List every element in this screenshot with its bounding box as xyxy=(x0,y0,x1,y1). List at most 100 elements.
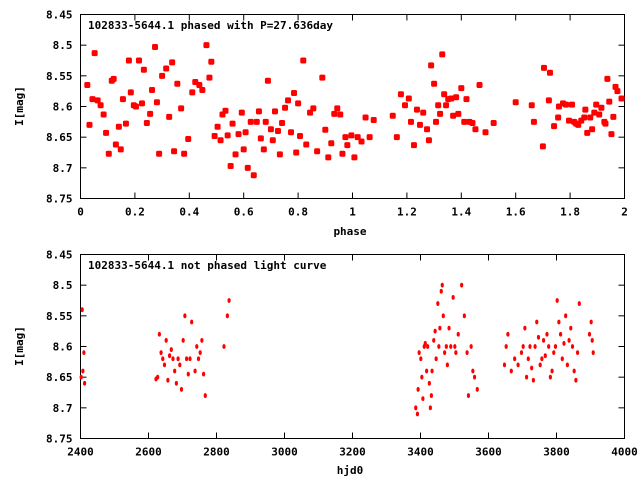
data-point xyxy=(587,114,594,121)
data-point xyxy=(591,350,595,356)
data-point xyxy=(482,129,489,136)
data-point xyxy=(434,356,438,362)
data-point xyxy=(174,80,181,87)
data-point xyxy=(602,120,609,127)
data-point xyxy=(196,82,203,89)
data-point xyxy=(417,350,421,356)
data-point xyxy=(536,334,541,340)
data-point xyxy=(163,65,170,72)
data-point xyxy=(428,405,432,411)
chart-title: 102833-5644.1 phased with P=27.636day xyxy=(88,19,333,32)
data-point xyxy=(166,113,173,120)
data-point xyxy=(227,298,231,303)
data-point xyxy=(589,126,596,133)
y-tick-label: 8.55 xyxy=(46,310,73,323)
data-point xyxy=(167,353,172,359)
data-point xyxy=(581,114,588,121)
data-point xyxy=(546,69,553,76)
y-axis-title: I[mag] xyxy=(13,326,26,366)
data-point xyxy=(577,301,581,306)
data-point xyxy=(203,42,210,49)
data-point xyxy=(322,126,329,133)
data-point xyxy=(354,134,361,141)
data-point xyxy=(523,325,527,331)
data-point xyxy=(414,405,418,411)
data-point xyxy=(181,337,185,343)
data-point xyxy=(193,368,197,374)
data-point xyxy=(548,374,552,380)
data-point xyxy=(572,368,576,374)
data-point xyxy=(389,112,396,119)
data-point xyxy=(524,374,529,380)
plot-frame xyxy=(80,254,625,439)
data-point xyxy=(185,136,192,143)
data-point xyxy=(405,95,412,102)
unphased-light-curve-panel: 102833-5644.1 not phased light curve hjd… xyxy=(13,249,638,478)
data-point xyxy=(225,313,229,319)
data-point xyxy=(229,120,236,127)
data-point xyxy=(235,131,242,138)
data-point xyxy=(582,106,589,113)
x-tick-label: 2 xyxy=(621,206,628,219)
data-point xyxy=(147,110,154,117)
data-point xyxy=(447,325,451,331)
data-point xyxy=(606,98,613,105)
data-point xyxy=(574,377,578,383)
data-point xyxy=(348,132,355,139)
data-point xyxy=(463,96,470,103)
data-point xyxy=(325,154,332,161)
data-point xyxy=(208,58,215,65)
y-tick-label: 8.6 xyxy=(53,101,73,114)
data-point xyxy=(189,89,196,96)
data-point xyxy=(591,109,598,116)
x-tick-label: 3800 xyxy=(543,446,570,459)
data-point xyxy=(157,331,161,337)
data-point xyxy=(509,368,513,374)
data-point xyxy=(125,57,132,64)
data-point xyxy=(169,347,173,352)
data-point xyxy=(344,142,351,149)
data-point xyxy=(449,344,453,349)
data-point xyxy=(555,114,562,121)
data-point xyxy=(596,111,603,118)
data-point xyxy=(171,148,178,155)
data-point xyxy=(331,110,338,117)
data-point xyxy=(435,102,442,109)
data-point xyxy=(334,105,341,112)
data-point xyxy=(471,368,475,374)
data-point xyxy=(362,114,369,121)
data-point xyxy=(545,97,552,104)
x-tick-label: 1.4 xyxy=(451,206,471,219)
data-point xyxy=(195,344,199,349)
data-point xyxy=(143,120,150,127)
data-point xyxy=(115,123,122,130)
data-point xyxy=(262,118,269,125)
data-point xyxy=(293,149,300,156)
phased-light-curve-panel: 102833-5644.1 phased with P=27.636day ph… xyxy=(13,9,628,239)
data-point xyxy=(211,132,218,139)
data-point xyxy=(173,368,177,374)
data-point xyxy=(351,154,358,161)
x-tick-label: 1 xyxy=(349,206,356,219)
data-point xyxy=(469,344,473,349)
y-axis-title: I[mag] xyxy=(13,86,26,126)
data-point xyxy=(232,151,239,158)
data-point xyxy=(550,368,554,374)
data-point xyxy=(415,411,420,417)
data-point xyxy=(171,356,175,362)
data-point xyxy=(432,337,436,343)
data-point xyxy=(598,104,605,111)
x-axis-title: hjd0 xyxy=(337,464,364,477)
y-tick-label: 8.5 xyxy=(53,279,73,292)
data-point xyxy=(190,319,194,325)
data-point xyxy=(247,118,254,125)
data-point xyxy=(453,94,460,101)
data-point xyxy=(424,126,431,133)
data-point xyxy=(425,368,429,374)
data-point xyxy=(469,120,476,127)
x-tick-label: 2600 xyxy=(135,446,162,459)
data-point xyxy=(448,95,455,102)
data-point xyxy=(82,380,87,386)
data-point xyxy=(530,118,537,125)
x-tick-label: 4000 xyxy=(611,446,638,459)
